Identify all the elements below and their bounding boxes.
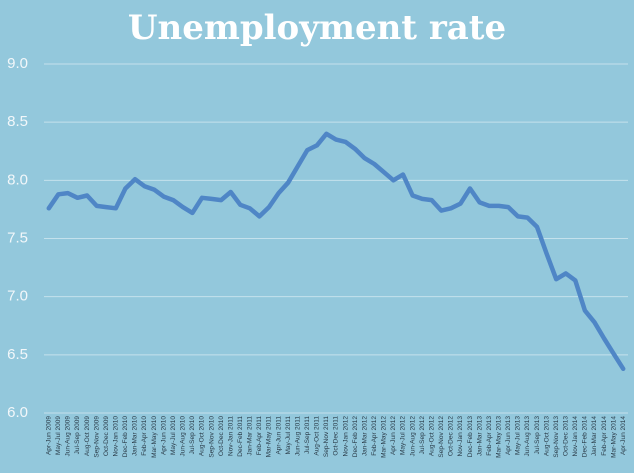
x-tick-label: Mar-May 2014	[610, 416, 617, 458]
x-tick-label: Oct-Dec 2011	[333, 416, 340, 456]
x-tick-label: Mar-May 2011	[266, 416, 273, 458]
x-tick-label: Jul-Sep 2011	[304, 416, 311, 454]
x-tick-label: May-Jul 2012	[400, 416, 407, 455]
x-tick-label: Jul-Sep 2013	[534, 416, 541, 455]
x-tick-label: Jun-Aug 2010	[180, 416, 187, 457]
x-tick-label: Oct-Dec 2013	[562, 416, 569, 456]
x-tick-label: Jun-Aug 2011	[294, 416, 301, 456]
x-tick-label: Dec-Feb 2010	[122, 416, 129, 458]
x-tick-label: Dec-Feb 2014	[582, 416, 589, 458]
x-tick-label: Apr-Jun 2010	[160, 416, 167, 455]
y-tick-label: 6.0	[7, 404, 28, 421]
y-tick-label: 9.0	[7, 55, 28, 72]
x-tick-label: Dec-Feb 2012	[352, 416, 359, 458]
x-tick-label: Aug-Oct 2009	[84, 416, 91, 456]
x-tick-label: Sep-Nov 2010	[208, 416, 215, 458]
x-tick-label: Nov-Jan 2010	[113, 416, 120, 457]
x-tick-label: Jul-Sep 2010	[189, 416, 196, 455]
x-tick-label: May-Jul 2009	[55, 416, 62, 455]
x-tick-label: Nov-Jan 2011	[227, 416, 234, 456]
x-tick-label: Jun-Aug 2012	[409, 416, 416, 457]
chart-title: Unemployment rate	[128, 8, 506, 48]
x-tick-label: Jan-Mar 2010	[132, 416, 139, 456]
x-tick-label: Feb-Apr 2014	[601, 416, 608, 456]
x-tick-label: Nov-Jan 2014	[572, 416, 579, 457]
x-tick-label: Aug-Oct 2012	[428, 416, 435, 456]
y-tick-label: 7.0	[7, 288, 28, 305]
x-tick-label: Nov-Jan 2012	[342, 416, 349, 457]
x-tick-label: Mar-May 2010	[151, 416, 158, 458]
x-tick-label: Feb-Apr 2013	[486, 416, 493, 456]
x-tick-label: Oct-Dec 2010	[218, 416, 225, 456]
data-line	[46, 131, 626, 372]
x-tick-label: Jan-Mar 2014	[591, 416, 598, 456]
x-tick-label: May-Jul 2011	[285, 416, 292, 455]
x-tick-label: Apr-Jun 2012	[390, 416, 397, 455]
x-tick-label: Jan-Mar 2011	[247, 416, 254, 456]
x-tick-label: Aug-Oct 2010	[199, 416, 206, 456]
x-tick-label: Feb-Apr 2010	[141, 416, 148, 456]
x-tick-label: Apr-Jun 2011	[275, 416, 282, 455]
x-tick-label: Mar-May 2012	[381, 416, 388, 458]
x-tick-label: Sep-Nov 2011	[323, 416, 330, 457]
x-tick-label: Oct-Dec 2012	[448, 416, 455, 456]
x-tick-label: Oct-Dec 2009	[103, 416, 110, 456]
x-tick-label: May-Jul 2010	[170, 416, 177, 455]
x-tick-label: Aug-Oct 2011	[314, 416, 321, 456]
x-tick-label: Aug-Oct 2013	[543, 416, 550, 456]
x-tick-label: Mar-May 2013	[495, 416, 502, 458]
y-tick-label: 8.0	[7, 171, 28, 188]
x-tick-label: Jan-Mar 2012	[361, 416, 368, 456]
x-tick-label: Nov-Jan 2013	[457, 416, 464, 457]
x-tick-label: Dec-Feb 2013	[467, 416, 474, 458]
y-tick-label: 6.5	[7, 346, 28, 363]
x-tick-label: Apr-Jun 2009	[46, 416, 53, 455]
x-tick-label: Jun-Aug 2009	[65, 416, 72, 457]
x-tick-label: Apr-Jun 2014	[620, 416, 627, 455]
x-tick-label: Jul-Sep 2012	[419, 416, 426, 455]
x-tick-label: Apr-Jun 2013	[505, 416, 512, 455]
x-tick-label: Dec-Feb 2011	[237, 416, 244, 457]
x-tick-label: Jun-Aug 2013	[524, 416, 531, 457]
x-tick-label: Jan-Mar 2013	[476, 416, 483, 456]
x-tick-label: Feb-Apr 2012	[371, 416, 378, 456]
x-tick-label: Jul-Sep 2009	[74, 416, 81, 455]
x-tick-label: Feb-Apr 2011	[256, 416, 263, 456]
x-tick-label: May-Jul 2013	[515, 416, 522, 455]
x-tick-label: Sep-Nov 2012	[438, 416, 445, 458]
y-tick-label: 7.5	[7, 229, 28, 246]
x-tick-label: Sep-Nov 2009	[93, 416, 100, 458]
y-tick-label: 8.5	[7, 113, 28, 130]
x-tick-label: Sep-Nov 2013	[553, 416, 560, 458]
